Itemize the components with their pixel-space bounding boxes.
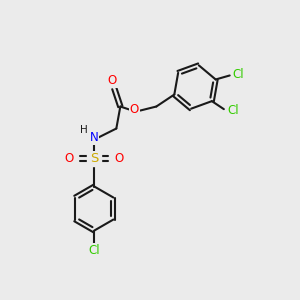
Text: N: N (90, 131, 99, 144)
Text: O: O (130, 103, 139, 116)
Text: Cl: Cl (88, 244, 100, 257)
Text: S: S (90, 152, 98, 165)
Text: Cl: Cl (227, 103, 239, 117)
Text: O: O (115, 152, 124, 165)
Bar (87, 152, 101, 166)
Text: H: H (80, 124, 88, 134)
Text: O: O (108, 74, 117, 87)
Text: O: O (65, 152, 74, 165)
Text: Cl: Cl (233, 68, 244, 81)
